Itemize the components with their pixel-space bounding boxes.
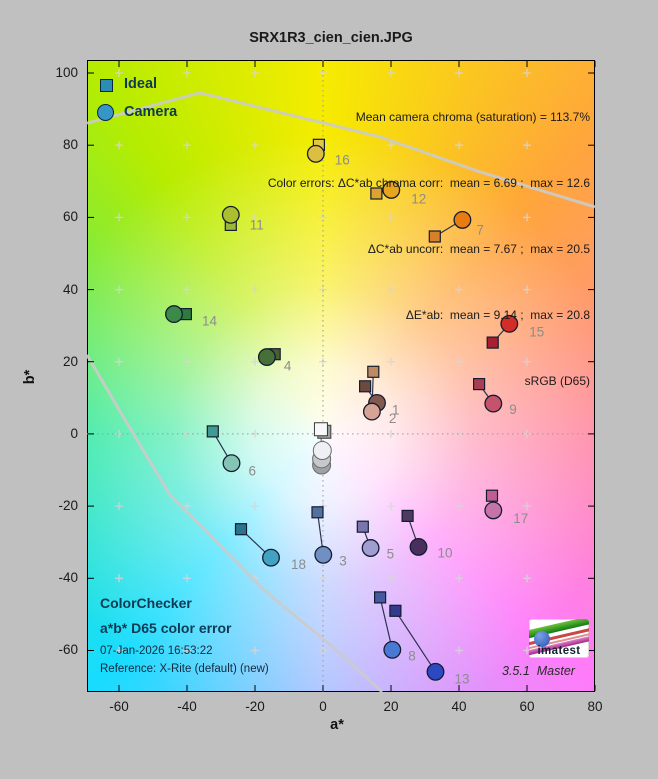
legend-camera-label: Camera bbox=[124, 104, 178, 120]
timestamp: 07-Jan-2026 16:53:22 bbox=[100, 645, 213, 657]
x-tick-label: 0 bbox=[319, 699, 327, 714]
version-label: 3.5.1 Master bbox=[502, 664, 575, 678]
x-axis-label: a* bbox=[330, 717, 344, 733]
x-tick-label: -20 bbox=[245, 699, 265, 714]
y-tick-label: 40 bbox=[62, 281, 78, 297]
edition-name: Master bbox=[536, 664, 575, 678]
x-tick-label: 40 bbox=[451, 699, 467, 714]
legend-item-camera: Camera bbox=[96, 100, 216, 128]
y-tick-label: 0 bbox=[70, 425, 78, 441]
reference-label: Reference: X-Rite (default) (new) bbox=[100, 663, 269, 675]
x-tick-label: -60 bbox=[109, 699, 129, 714]
legend-ideal-label: Ideal bbox=[124, 76, 158, 92]
y-tick-label: -60 bbox=[58, 642, 78, 658]
y-tick-label: 80 bbox=[62, 137, 78, 153]
x-tick-label: 20 bbox=[383, 699, 399, 714]
y-tick-label: 60 bbox=[62, 209, 78, 225]
y-tick-label: 100 bbox=[55, 64, 78, 80]
ideal-square-icon bbox=[100, 79, 113, 92]
camera-circle-icon bbox=[97, 104, 114, 121]
x-tick-label: 60 bbox=[519, 699, 535, 714]
logo-wordmark: imatest bbox=[537, 645, 581, 657]
logo-blue-ball-icon bbox=[534, 631, 550, 647]
stat-delta-e: ΔE*ab: mean = 9.14 ; max = 20.8 bbox=[405, 308, 590, 322]
y-tick-label: -20 bbox=[58, 498, 78, 514]
y-tick-label: 20 bbox=[62, 353, 78, 369]
x-tick-label: -40 bbox=[177, 699, 197, 714]
y-tick-label: -40 bbox=[58, 570, 78, 586]
chart-name: ColorChecker bbox=[100, 595, 192, 611]
plot-info-block: ColorChecker a*b* D65 color error 07-Jan… bbox=[100, 595, 269, 681]
stat-colorspace: sRGB (D65) bbox=[524, 374, 590, 388]
chart-subtitle: a*b* D65 color error bbox=[100, 620, 232, 636]
legend-item-ideal: Ideal bbox=[96, 72, 216, 100]
imatest-logo: imatest bbox=[529, 619, 589, 658]
x-tick-label: 80 bbox=[587, 699, 603, 714]
y-axis-label: b* bbox=[22, 369, 38, 385]
stat-mean-chroma: Mean camera chroma (saturation) = 113.7% bbox=[355, 110, 590, 124]
legend: Ideal Camera bbox=[96, 72, 216, 128]
stat-chroma-corr: Color errors: ΔC*ab chroma corr: mean = … bbox=[267, 176, 590, 190]
figure-title: SRX1R3_cien_cien.JPG bbox=[249, 30, 413, 46]
version-number: 3.5.1 bbox=[502, 664, 530, 678]
error-statistics: Mean camera chroma (saturation) = 113.7%… bbox=[268, 62, 590, 436]
stat-chroma-uncorr: ΔC*ab uncorr: mean = 7.67 ; max = 20.5 bbox=[367, 242, 590, 256]
